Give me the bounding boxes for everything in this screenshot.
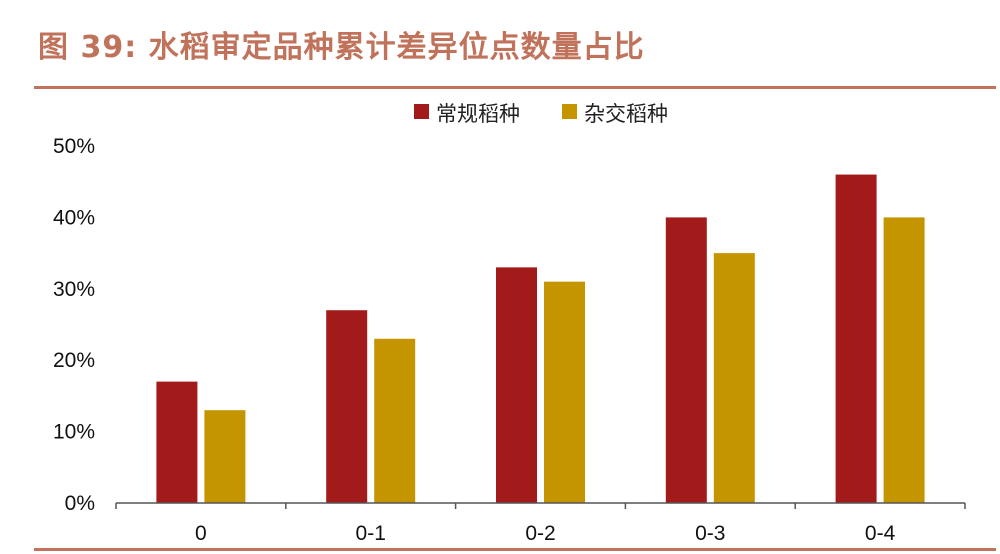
bar-conventional-0-1: [326, 310, 368, 503]
x-axis: 0 0-1 0-2 0-3 0-4: [115, 502, 966, 545]
legend-swatch-1: [414, 104, 429, 119]
bar-hybrid-0: [204, 410, 246, 503]
bottom-divider: [34, 548, 996, 551]
bar-hybrid-0-3: [713, 253, 755, 503]
bar-hybrid-0-4: [883, 217, 925, 503]
legend-label-1: 常规稻种: [436, 102, 520, 126]
x-tick-label-1: 0-1: [356, 522, 386, 545]
x-tick-label-0: 0: [195, 522, 207, 545]
bar-conventional-0-4: [835, 174, 877, 503]
bar-conventional-0: [156, 381, 198, 503]
y-axis: 0% 10% 20% 30% 40% 50%: [53, 135, 95, 515]
y-tick-label-2: 20%: [53, 349, 95, 372]
bar-conventional-0-2: [496, 267, 537, 503]
legend-label-2: 杂交稻种: [584, 102, 668, 126]
figure-title: 图 39: 水稻审定品种累计差异位点数量占比: [38, 30, 645, 65]
x-tick-label-2: 0-2: [525, 522, 555, 545]
x-tick-label-4: 0-4: [865, 522, 896, 545]
bar-hybrid-0-1: [374, 338, 416, 503]
legend-swatch-2: [562, 104, 577, 119]
y-tick-label-3: 30%: [53, 278, 95, 301]
y-tick-label-4: 40%: [53, 206, 95, 229]
chart-legend: 常规稻种 杂交稻种: [414, 102, 668, 126]
bar-hybrid-0-2: [544, 281, 585, 503]
bar-series: [156, 174, 925, 503]
y-tick-label-0: 0%: [65, 492, 95, 515]
y-tick-label-1: 10%: [53, 421, 95, 444]
bar-conventional-0-3: [665, 217, 707, 503]
title-divider: [34, 86, 996, 89]
y-tick-label-5: 50%: [53, 135, 95, 158]
x-tick-label-3: 0-3: [695, 522, 725, 545]
